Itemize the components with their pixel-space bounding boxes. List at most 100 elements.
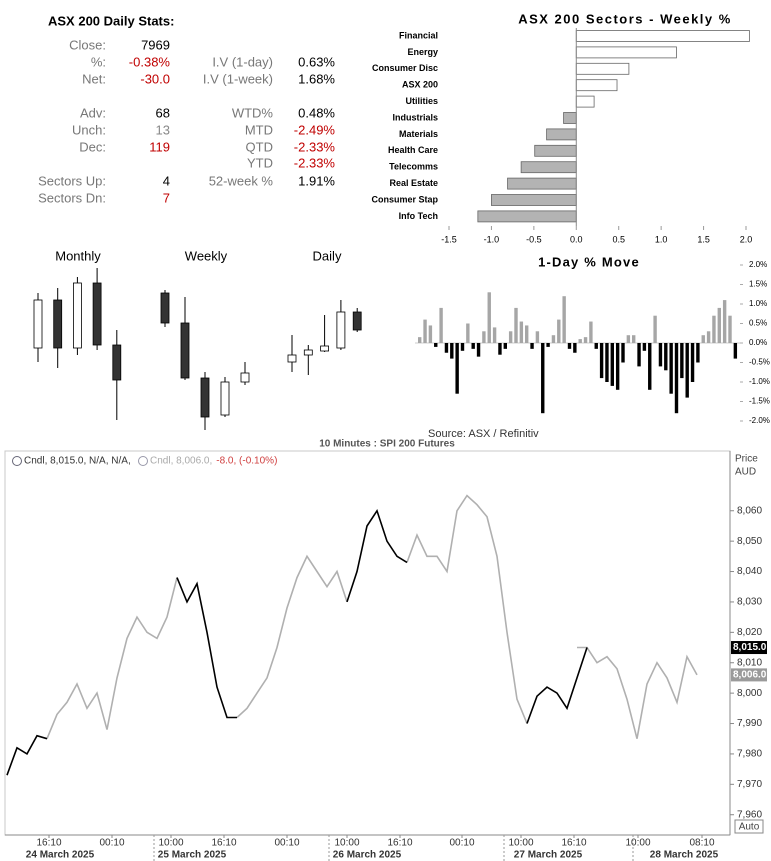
x-tick-label: 1.0: [655, 234, 668, 244]
x-tick-label: 08:10: [689, 838, 714, 849]
candle-body: [92, 282, 102, 346]
stat-label: I.V (1-week): [203, 71, 273, 86]
stat-label: Net:: [82, 71, 106, 86]
bar: [605, 343, 609, 382]
bar: [589, 321, 593, 343]
y-tick-label: -0.5%: [749, 358, 770, 367]
stat-label: MTD: [245, 122, 273, 137]
bar: [455, 343, 459, 394]
bar: [471, 343, 475, 349]
monthly-title: Monthly: [55, 248, 101, 263]
y-tick-label: 8,030: [737, 597, 762, 608]
stat-label: Adv:: [80, 105, 106, 120]
bar: [658, 343, 663, 367]
bar: [722, 300, 727, 343]
bar: [728, 315, 732, 343]
category-label: Financial: [399, 30, 438, 40]
stat-value: 4: [163, 173, 170, 188]
candle-body: [33, 299, 43, 349]
x-tick-label: 00:10: [449, 838, 474, 849]
bar: [706, 331, 711, 343]
bar: [562, 296, 566, 343]
x-tick-label: 0.0: [570, 234, 583, 244]
y-tick-label: 7,970: [737, 779, 762, 790]
stats-title: ASX 200 Daily Stats:: [48, 13, 174, 28]
weekly-title: Weekly: [185, 248, 228, 263]
date-label: 25 March 2025: [158, 850, 227, 861]
price-marker: [731, 668, 767, 682]
x-tick-label: -1.0: [484, 234, 500, 244]
bar: [546, 128, 577, 141]
stat-label: Sectors Up:: [38, 173, 106, 188]
stat-label: QTD: [246, 139, 273, 154]
bar: [514, 307, 518, 343]
bar: [594, 343, 598, 349]
bar: [476, 343, 481, 357]
stat-value: 119: [149, 139, 170, 154]
bar: [733, 343, 738, 359]
move-title: 1-Day % Move: [538, 254, 640, 269]
y-tick-label: 1.0%: [749, 299, 767, 308]
y-tick-label: -1.5%: [749, 397, 770, 406]
auto-button[interactable]: [734, 819, 764, 834]
bar: [498, 343, 502, 355]
y-tick-label: 0.5%: [749, 319, 767, 328]
category-label: Consumer Stap: [371, 194, 438, 204]
bar: [563, 112, 577, 124]
stat-label: WTD%: [232, 105, 274, 120]
stat-label: Dec:: [79, 139, 106, 154]
category-label: ASX 200: [402, 80, 438, 90]
category-label: Materials: [399, 129, 438, 139]
category-label: Info Tech: [399, 211, 438, 221]
bar: [491, 194, 577, 206]
x-tick-label: 00:10: [274, 838, 299, 849]
auto-label[interactable]: Auto: [739, 822, 760, 833]
bar: [575, 79, 618, 92]
candle-body: [112, 344, 122, 381]
price-axis-unit: AUD: [735, 467, 756, 478]
bar: [503, 343, 507, 349]
x-tick-label: -1.5: [441, 234, 457, 244]
bar: [557, 319, 561, 343]
candle-body: [352, 311, 362, 331]
category-label: Real Estate: [389, 178, 438, 188]
stat-value: -2.33%: [294, 155, 336, 170]
futures-title: 10 Minutes : SPI 200 Futures: [319, 439, 455, 450]
bar: [546, 343, 550, 347]
candle-body: [160, 292, 170, 324]
x-tick-label: 10:00: [625, 838, 650, 849]
bar: [690, 343, 695, 382]
candle-body: [180, 322, 190, 379]
y-tick-label: 2.0%: [749, 260, 767, 269]
bar: [664, 343, 668, 371]
stat-value: 0.48%: [298, 105, 335, 120]
candle-body: [220, 381, 230, 416]
y-tick-label: 8,020: [737, 627, 762, 638]
bar: [507, 177, 577, 190]
bar: [615, 343, 620, 390]
stat-value: 13: [156, 122, 170, 137]
category-label: Health Care: [388, 145, 438, 155]
stat-value: 1.91%: [298, 173, 335, 188]
x-tick-label: 1.5: [697, 234, 710, 244]
date-separators: [153, 835, 634, 861]
bar: [444, 343, 449, 353]
date-label: 27 March 2025: [514, 850, 583, 861]
stat-label: Sectors Dn:: [38, 190, 106, 205]
y-tick-label: 7,980: [737, 749, 762, 760]
x-tick-label: -0.5: [526, 234, 542, 244]
bar: [575, 30, 750, 42]
x-tick-label: 16:10: [36, 838, 61, 849]
category-label: Telecomms: [389, 162, 438, 172]
stat-value: 7: [163, 190, 170, 205]
bar: [551, 335, 556, 343]
category-label: Industrials: [392, 112, 438, 122]
bar: [525, 325, 529, 343]
bar: [534, 144, 577, 157]
x-tick-label: 10:00: [158, 838, 183, 849]
candle-body: [303, 349, 313, 356]
y-tick-label: 7,960: [737, 809, 762, 820]
bar: [575, 46, 677, 59]
x-tick-label: 00:10: [99, 838, 124, 849]
bar: [439, 307, 443, 343]
